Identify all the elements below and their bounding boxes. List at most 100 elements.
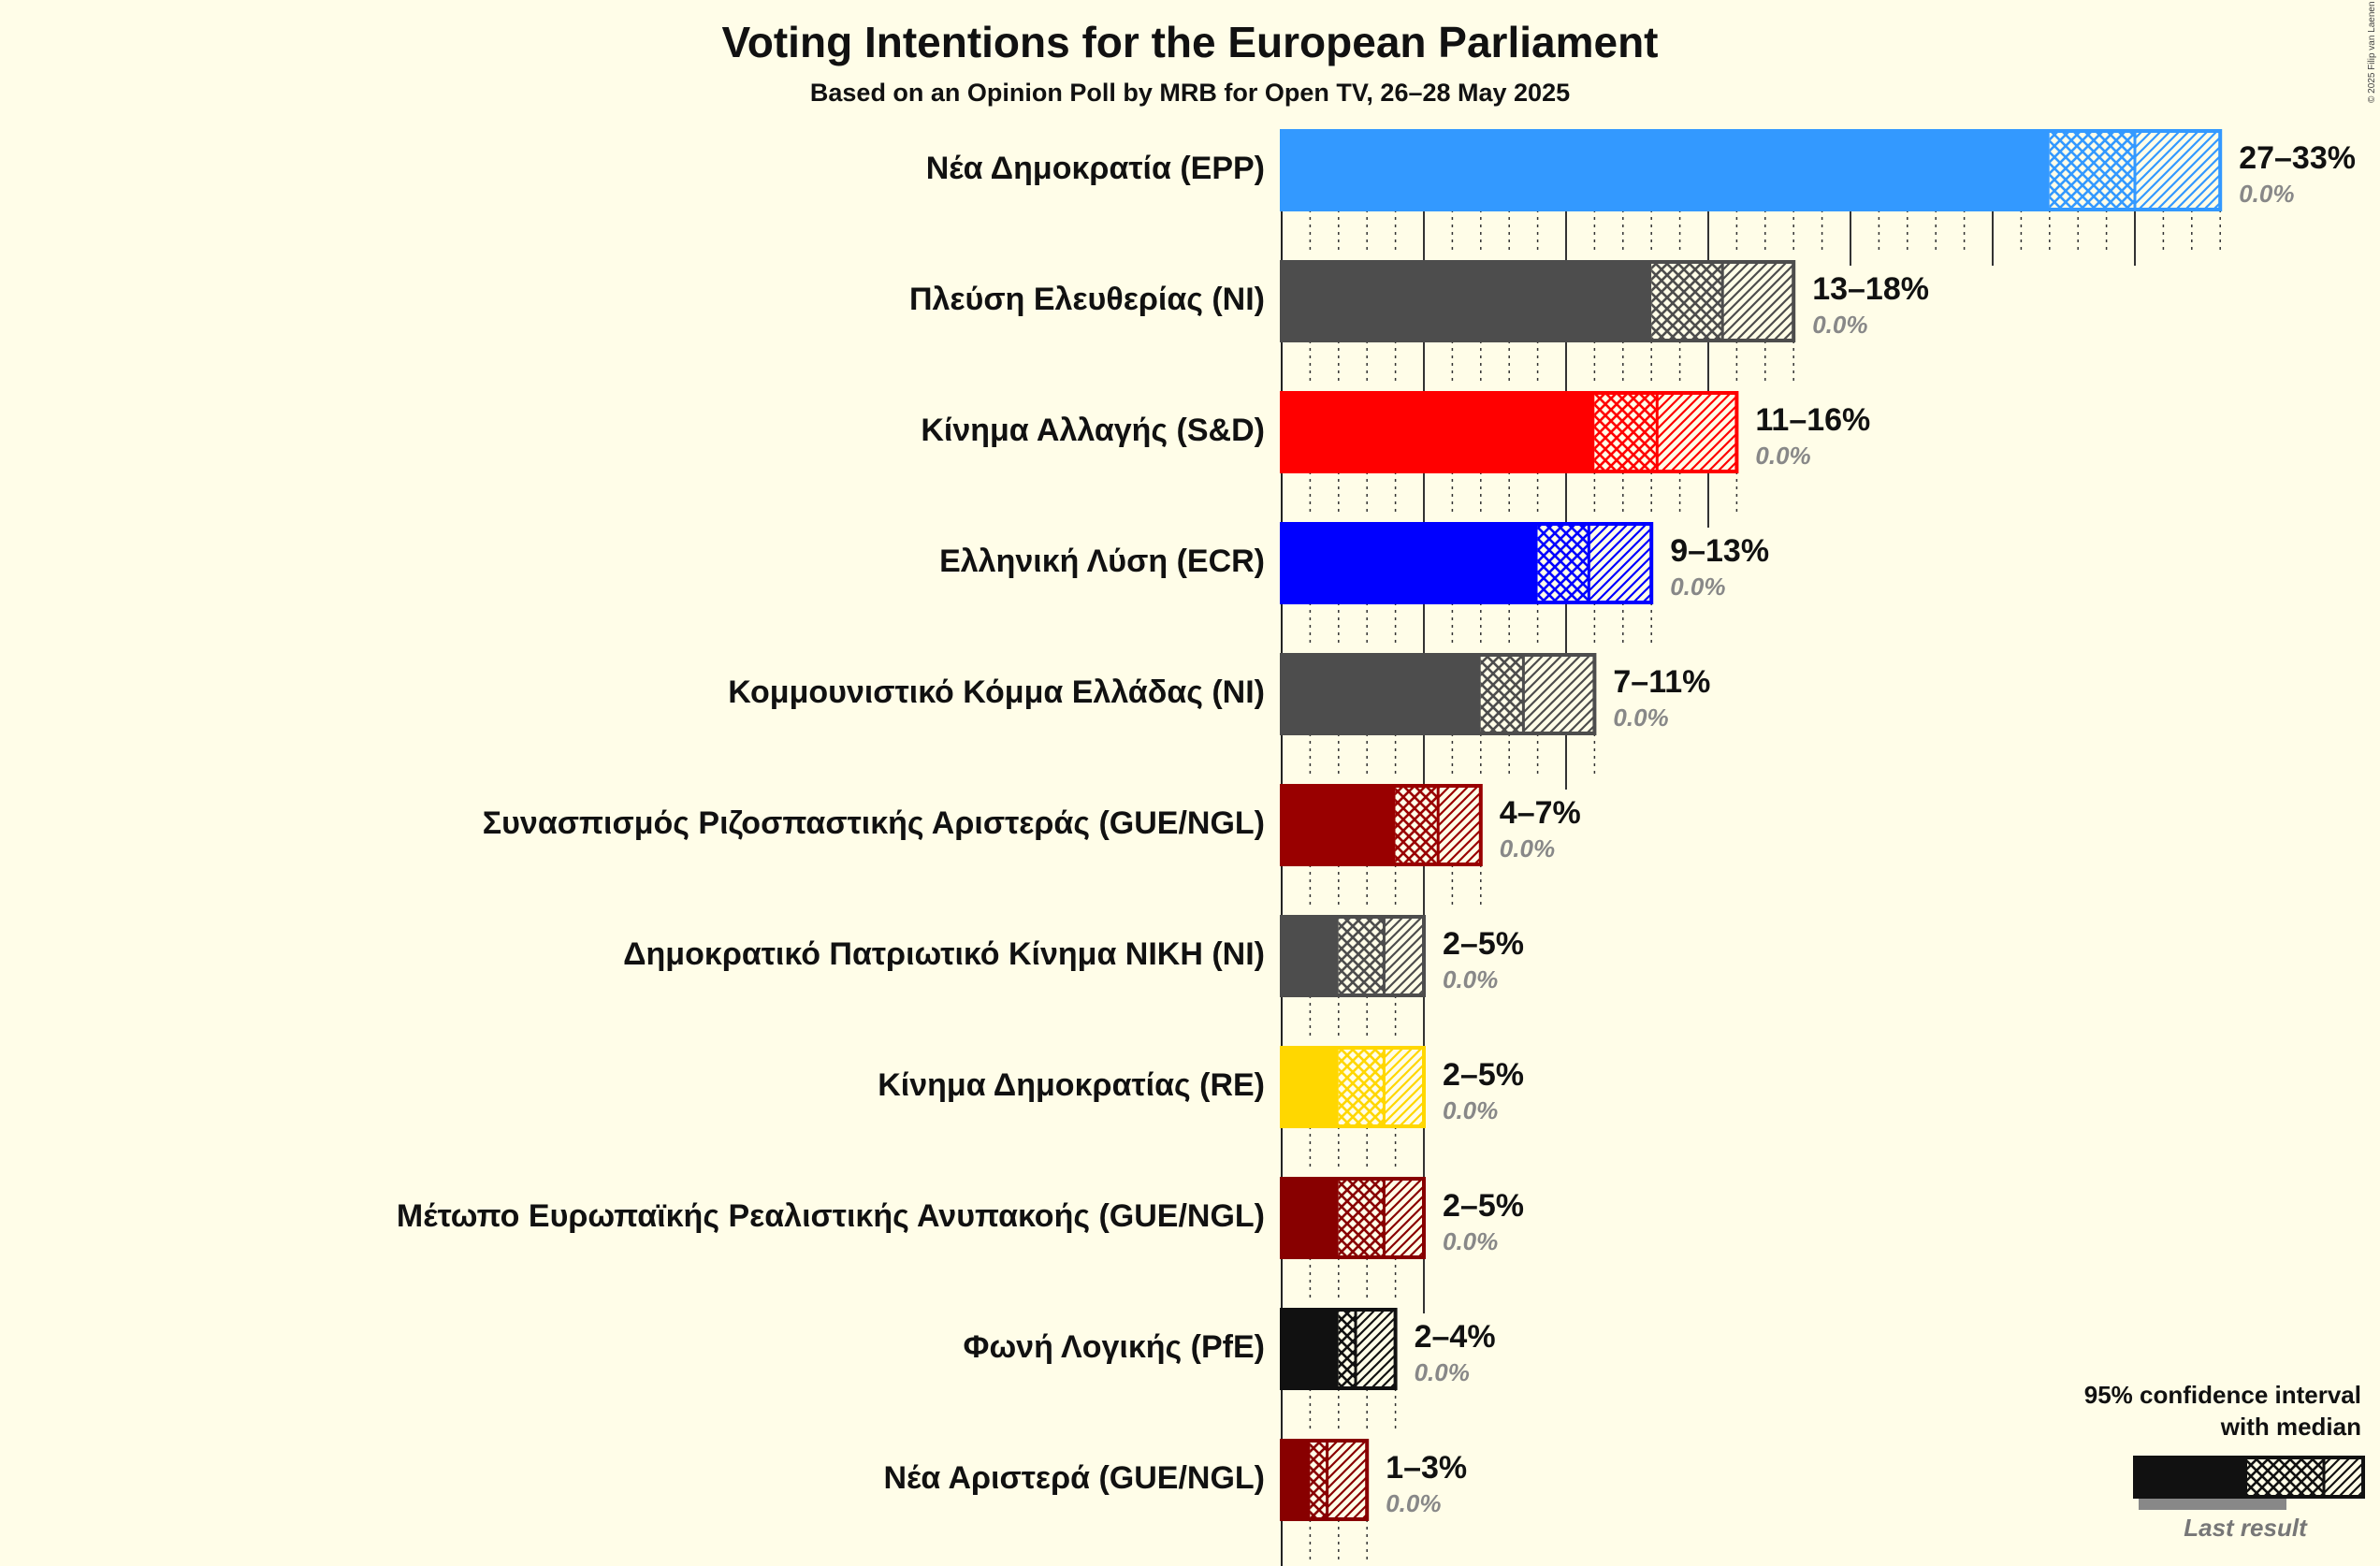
range-label: 2–5% <box>1443 1057 1524 1093</box>
party-label: Νέα Αριστερά (GUE/NGL) <box>883 1460 1265 1496</box>
range-label: 4–7% <box>1499 795 1581 831</box>
bar-ci-lower <box>1594 393 1658 471</box>
party-label: Δημοκρατικό Πατριωτικό Κίνημα ΝΙΚΗ (NI) <box>623 936 1265 972</box>
bar-ci-lower <box>1338 1179 1385 1257</box>
bar-solid <box>1282 262 1652 341</box>
last-result-label: 0.0% <box>1443 1096 1499 1124</box>
bar-solid <box>1282 786 1396 864</box>
bar-ci-lower <box>1395 786 1439 864</box>
bar-ci-lower <box>1338 1048 1385 1126</box>
bar-ci-lower <box>1310 1441 1328 1519</box>
party-label: Κίνημα Αλλαγής (S&D) <box>921 413 1265 448</box>
bar-group <box>1280 260 1796 342</box>
bar-group <box>1280 129 2223 211</box>
last-result-label: 0.0% <box>1443 965 1499 993</box>
bars <box>1280 129 2223 1521</box>
bar-outline <box>1280 1177 1426 1259</box>
range-label: 2–4% <box>1414 1319 1496 1355</box>
last-result-label: 0.0% <box>1670 573 1726 601</box>
legend-title: 95% confidence interval with median <box>2084 1379 2361 1443</box>
last-result-label: 0.0% <box>1499 834 1556 863</box>
party-label: Συνασπισμός Ριζοσπαστικής Αριστεράς (GUE… <box>482 805 1265 841</box>
last-result-label: 0.0% <box>1386 1489 1442 1517</box>
last-result-label: 0.0% <box>1443 1227 1499 1255</box>
bar-ci-upper <box>1589 524 1652 602</box>
bar-ci-upper <box>1384 917 1424 995</box>
last-result-label: 0.0% <box>1613 703 1669 732</box>
bar-outline <box>1280 1439 1370 1521</box>
last-result-label: 0.0% <box>2239 180 2295 208</box>
party-label: Κομμουνιστικό Κόμμα Ελλάδας (NI) <box>728 674 1265 710</box>
bar-outline <box>1280 1308 1398 1390</box>
bar-ci-upper <box>1523 655 1595 733</box>
bar-outline <box>1280 129 2223 211</box>
bar-group <box>1280 784 1483 866</box>
bar-ci-upper <box>1722 262 1794 341</box>
party-label: Κίνημα Δημοκρατίας (RE) <box>878 1067 1265 1103</box>
bar-group <box>1280 1046 1426 1128</box>
party-label: Πλεύση Ελευθερίας (NI) <box>908 282 1265 317</box>
legend-last-result-label: Last result <box>2184 1514 2307 1542</box>
party-label: Μέτωπο Ευρωπαϊκής Ρεαλιστικής Ανυπακοής … <box>396 1198 1265 1234</box>
last-result-label: 0.0% <box>1755 442 1811 470</box>
bar-ci-upper <box>1657 393 1737 471</box>
range-label: 9–13% <box>1670 533 1770 569</box>
bar-group <box>1280 391 1739 473</box>
bar-group <box>1280 1177 1426 1259</box>
legend-title-line2: with median <box>2220 1413 2361 1441</box>
bar-ci-lower <box>1480 655 1524 733</box>
bar-solid <box>1282 393 1595 471</box>
chart-subtitle: Based on an Opinion Poll by MRB for Open… <box>809 79 1571 107</box>
last-result-label: 0.0% <box>1812 311 1868 339</box>
legend-ci-lower <box>2247 1457 2324 1497</box>
bar-solid <box>1282 1179 1339 1257</box>
bar-outline <box>1280 391 1739 473</box>
range-label: 1–3% <box>1386 1450 1468 1486</box>
legend-solid <box>2135 1457 2247 1497</box>
bar-ci-lower <box>1537 524 1589 602</box>
bar-solid <box>1282 655 1481 733</box>
party-label: Ελληνική Λύση (ECR) <box>939 544 1265 579</box>
bar-ci-upper <box>1438 786 1481 864</box>
range-label: 11–16% <box>1755 402 1871 438</box>
last-result-label: 0.0% <box>1414 1358 1470 1386</box>
range-label: 2–5% <box>1443 1188 1524 1224</box>
bar-solid <box>1282 917 1339 995</box>
bar-ci-upper <box>1384 1048 1424 1126</box>
legend-last-result-bar <box>2139 1497 2286 1510</box>
bar-solid <box>1282 1310 1339 1388</box>
bar-outline <box>1280 915 1426 997</box>
bar-ci-upper <box>1356 1310 1396 1388</box>
range-label: 13–18% <box>1812 271 1929 307</box>
bar-group <box>1280 915 1426 997</box>
range-label: 7–11% <box>1613 664 1711 700</box>
bar-ci-lower <box>1338 917 1385 995</box>
bar-solid <box>1282 131 2050 210</box>
bar-ci-upper <box>1327 1441 1368 1519</box>
range-label: 2–5% <box>1443 926 1524 962</box>
bar-ci-lower <box>1651 262 1723 341</box>
range-label: 27–33% <box>2239 140 2356 176</box>
bar-solid <box>1282 1441 1311 1519</box>
party-label: Φωνή Λογικής (PfE) <box>963 1329 1265 1365</box>
legend-title-line1: 95% confidence interval <box>2083 1381 2361 1409</box>
bar-solid <box>1282 524 1538 602</box>
bar-ci-lower <box>1338 1310 1357 1388</box>
party-label: Νέα Δημοκρατία (EPP) <box>925 151 1265 186</box>
bar-outline <box>1280 1046 1426 1128</box>
bar-group <box>1280 522 1654 604</box>
bar-outline <box>1280 260 1796 342</box>
legend-graphic <box>2133 1456 2365 1510</box>
bar-solid <box>1282 1048 1339 1126</box>
legend-ci-upper <box>2324 1457 2363 1497</box>
bar-ci-upper <box>2135 131 2221 210</box>
legend-outline <box>2133 1456 2365 1499</box>
bar-group <box>1280 1439 1370 1521</box>
bar-outline <box>1280 653 1597 735</box>
bar-outline <box>1280 784 1483 866</box>
bar-ci-upper <box>1384 1179 1424 1257</box>
bar-outline <box>1280 522 1654 604</box>
chart-title: Voting Intentions for the European Parli… <box>721 18 1659 66</box>
bar-ci-lower <box>2049 131 2135 210</box>
